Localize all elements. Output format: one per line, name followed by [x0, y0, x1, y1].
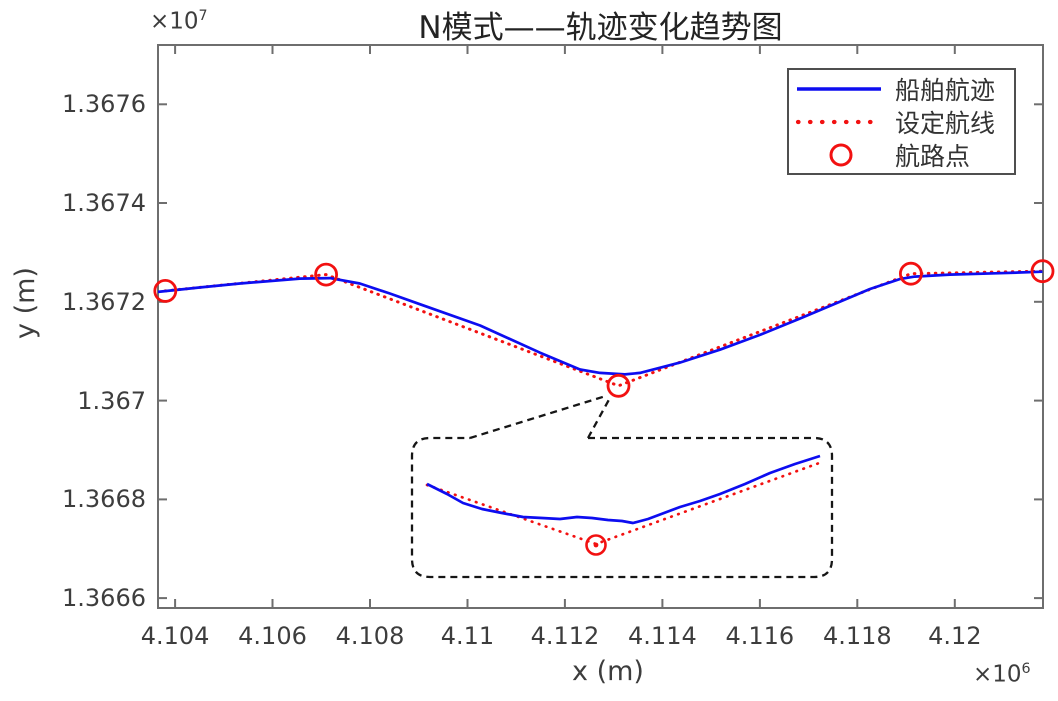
axes-frame: [157, 44, 1044, 609]
chart-title: N模式——轨迹变化趋势图: [418, 10, 783, 46]
y-tick-label: 1.367: [77, 386, 146, 415]
x-axis-label: x (m): [572, 656, 644, 687]
x-tick-label: 4.11: [440, 622, 495, 650]
x-mult-exponent: 6: [1021, 661, 1031, 677]
x-mult-base: ×10: [973, 661, 1022, 688]
inset-waypoint-marker: [585, 534, 607, 556]
waypoint-marker: [606, 373, 631, 398]
y-mult-base: ×10: [150, 8, 199, 35]
circle-marker-sample: [829, 143, 853, 166]
solid-line-sample: [797, 86, 881, 91]
inset-route-dotted-line: [425, 460, 824, 546]
x-tick-label: 4.104: [140, 622, 210, 650]
inset-trajectory-line: [426, 454, 821, 525]
trajectory-line: [157, 270, 1043, 376]
y-tick-label: 1.3672: [62, 287, 146, 316]
legend-box: 船舶航迹 设定航线 航路点: [787, 68, 1016, 175]
inset-waypoint-center-dot: [593, 542, 599, 548]
y-tick-label: 1.3668: [62, 485, 146, 514]
legend-label: 船舶航迹: [895, 75, 996, 105]
y-axis-multiplier: ×107: [150, 8, 208, 35]
x-tick-label: 4.108: [335, 622, 405, 650]
inset-box: [410, 436, 834, 579]
x-tick-label: 4.114: [628, 622, 697, 650]
x-tick-label: 4.116: [725, 622, 795, 650]
x-tick-label: 4.112: [530, 622, 600, 650]
legend-label: 航路点: [895, 141, 971, 171]
legend-item-trajectory: 船舶航迹: [789, 73, 1014, 105]
waypoint-marker: [153, 278, 178, 303]
x-axis-multiplier: ×106: [973, 661, 1031, 688]
x-tick-label: 4.12: [928, 622, 982, 650]
x-tick-label: 4.106: [238, 622, 307, 650]
waypoint-marker: [314, 262, 339, 287]
y-tick-label: 1.3676: [62, 90, 146, 119]
legend-item-route: 设定航线: [789, 106, 1014, 138]
y-mult-exponent: 7: [198, 8, 208, 24]
x-tick-label: 4.118: [822, 622, 892, 650]
y-tick-label: 1.3674: [62, 189, 146, 218]
dotted-line-sample: [795, 119, 885, 124]
callout-line-left: [469, 394, 607, 440]
waypoint-marker: [899, 261, 923, 286]
legend-label: 设定航线: [895, 108, 996, 138]
y-tick-label: 1.3666: [62, 584, 146, 613]
route-dotted-line: [163, 269, 1044, 388]
waypoint-marker: [1030, 259, 1055, 284]
legend-item-waypoint: 航路点: [789, 139, 1014, 171]
callout-line-right: [586, 396, 612, 439]
